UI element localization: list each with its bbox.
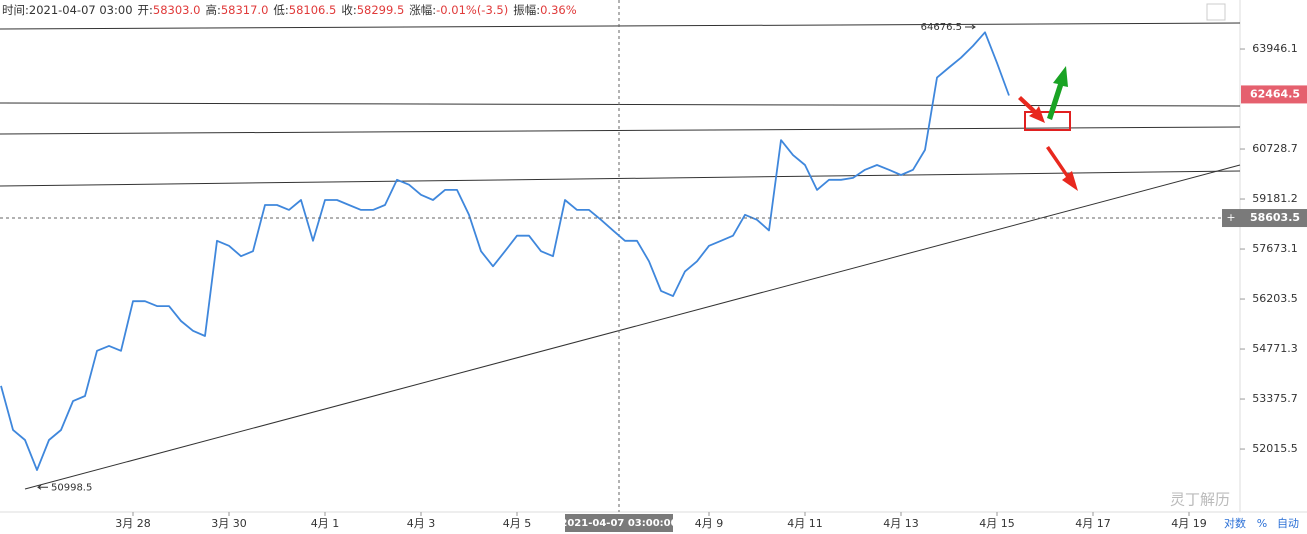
watermark: 灵丁解历 bbox=[1170, 491, 1230, 509]
y-tick-label: 59181.2 bbox=[1252, 192, 1298, 205]
highlight-box bbox=[1024, 111, 1071, 131]
trend-line bbox=[24, 164, 1241, 490]
header-value: 58106.5 bbox=[288, 3, 337, 17]
header-label: 高: bbox=[205, 3, 221, 17]
y-tick-label: 53375.7 bbox=[1252, 392, 1298, 405]
trend-lines bbox=[0, 22, 1241, 490]
scale-control[interactable]: % bbox=[1257, 517, 1267, 530]
header-label: 开: bbox=[137, 3, 153, 17]
arrow-down bbox=[1018, 96, 1045, 123]
header-label: 时间: bbox=[2, 3, 29, 17]
scale-control[interactable]: 对数 bbox=[1224, 516, 1246, 530]
crosshair-time: 2021-04-07 03:00:00 bbox=[560, 518, 677, 529]
layout-button[interactable] bbox=[1206, 3, 1226, 21]
trend-line bbox=[0, 170, 1241, 187]
header-label: 低: bbox=[273, 3, 289, 17]
price-line bbox=[0, 31, 1010, 471]
arrow-up bbox=[1047, 66, 1068, 120]
x-tick-label: 4月 17 bbox=[1075, 517, 1111, 530]
header-value: 0.36% bbox=[540, 3, 577, 17]
header-label: 涨幅: bbox=[409, 3, 437, 17]
crosshair-plus: + bbox=[1226, 211, 1235, 224]
header-value: -0.01%(-3.5) bbox=[436, 3, 509, 17]
x-tick-label: 4月 1 bbox=[311, 517, 340, 530]
trend-line bbox=[0, 126, 1241, 135]
low-label: 50998.5 bbox=[51, 482, 92, 493]
x-tick-label: 4月 3 bbox=[407, 517, 436, 530]
x-tick-label: 4月 9 bbox=[695, 517, 724, 530]
x-tick-label: 4月 19 bbox=[1171, 517, 1207, 530]
x-tick-label: 4月 13 bbox=[883, 517, 919, 530]
arrow-down bbox=[1046, 146, 1078, 191]
y-tick-label: 52015.5 bbox=[1252, 442, 1298, 455]
y-tick-label: 56203.5 bbox=[1252, 292, 1298, 305]
crosshair-price: 58603.5 bbox=[1250, 211, 1300, 224]
header-label: 收: bbox=[341, 3, 357, 17]
y-tick-label: 54771.3 bbox=[1252, 342, 1298, 355]
x-tick-label: 4月 15 bbox=[979, 517, 1015, 530]
crosshair-time-box bbox=[565, 514, 673, 532]
crosshair-price-box bbox=[1222, 209, 1307, 228]
high-label: 64676.5 bbox=[921, 22, 962, 33]
ohlc-header: 时间:2021-04-07 03:00 开:58303.0 高:58317.0 低:5… bbox=[2, 2, 582, 18]
x-tick-label: 4月 11 bbox=[787, 517, 823, 530]
y-tick-label: 60728.7 bbox=[1252, 142, 1298, 155]
x-tick-label: 3月 30 bbox=[211, 517, 247, 530]
x-tick-label: 4月 5 bbox=[503, 517, 532, 530]
y-tick-label: 57673.1 bbox=[1252, 242, 1298, 255]
header-label: 振幅: bbox=[513, 3, 541, 17]
trend-line bbox=[0, 22, 1241, 30]
header-value: 58303.0 bbox=[152, 3, 201, 17]
y-tick-label: 63946.1 bbox=[1252, 42, 1298, 55]
low-arrow bbox=[37, 484, 48, 490]
scale-control[interactable]: 自动 bbox=[1277, 517, 1299, 530]
header-value: 58317.0 bbox=[220, 3, 269, 17]
x-tick-label: 3月 28 bbox=[115, 517, 151, 530]
header-value: 58299.5 bbox=[356, 3, 405, 17]
high-arrow bbox=[965, 24, 976, 30]
last-price-box bbox=[1241, 85, 1307, 104]
trend-line bbox=[0, 102, 1241, 107]
last-price: 62464.5 bbox=[1250, 87, 1300, 100]
header-value: 2021-04-07 03:00 bbox=[28, 3, 133, 17]
